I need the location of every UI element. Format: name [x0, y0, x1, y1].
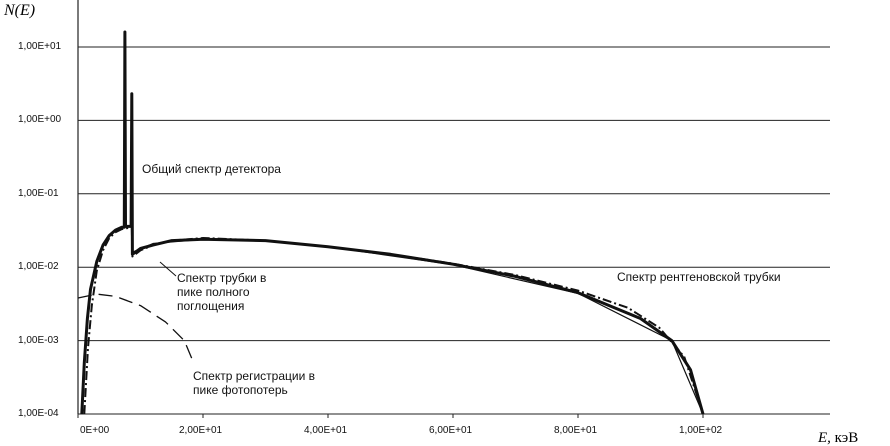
y-tick-label: 1,00E-04: [18, 408, 59, 419]
x-axis-var: E,: [818, 430, 831, 446]
y-axis-label: N(E): [4, 2, 36, 19]
series-line-2: [132, 238, 704, 415]
x-tick-label: 4,00E+01: [304, 425, 348, 436]
x-tick-label: 0E+00: [80, 425, 110, 436]
x-tick-label: 6,00E+01: [429, 425, 473, 436]
y-tick-label: 1,00E+00: [18, 114, 62, 126]
annotation-photoloss: Спектр регистрации в пике фотопотерь: [193, 369, 315, 397]
y-tick-label: 1,00E-03: [18, 334, 59, 346]
annotation-xray-tube: Спектр рентгеновской трубки: [617, 270, 781, 284]
y-tick-label: 1,00E-01: [18, 187, 59, 199]
annotation-leader: [159, 261, 177, 277]
series-line-1: [83, 226, 704, 415]
series-line-3: [77, 293, 195, 363]
y-tick-label: 1,00E-02: [18, 261, 59, 273]
annotation-tube-full-absorption: Спектр трубки в пике полного поглощения: [177, 271, 267, 313]
x-tick-label: 8,00E+01: [554, 425, 598, 436]
series-line-0: [80, 30, 705, 415]
x-axis-label: E, кэВ: [818, 430, 859, 446]
x-tick-label: 2,00E+01: [179, 425, 223, 436]
x-tick-label: 1,00E+02: [679, 425, 723, 436]
x-axis-unit: кэВ: [834, 430, 859, 446]
y-tick-label: 1,00E+01: [18, 41, 62, 52]
annotation-detector-total: Общий спектр детектора: [142, 162, 281, 176]
